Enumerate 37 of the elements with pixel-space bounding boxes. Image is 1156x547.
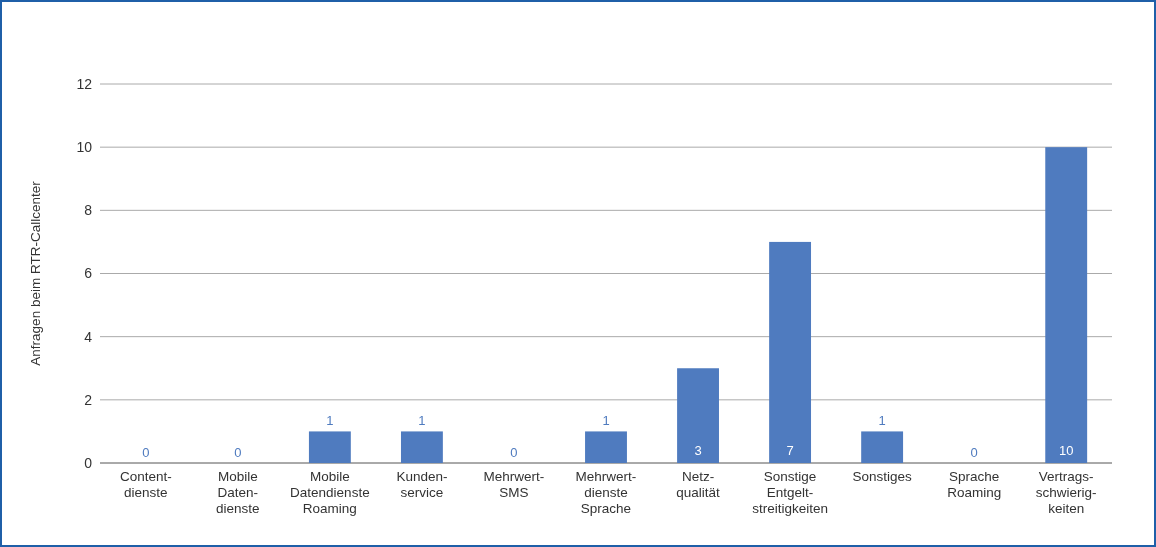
data-label: 0 — [142, 445, 150, 460]
y-tick-label: 4 — [84, 328, 93, 345]
y-tick-label: 10 — [76, 139, 93, 156]
x-tick-label: Content- dienste — [119, 469, 172, 500]
data-label: 7 — [786, 443, 794, 458]
bar — [400, 431, 443, 463]
data-label: 1 — [418, 413, 426, 429]
data-label: 10 — [1058, 443, 1074, 458]
x-tick-label: Sprache Roaming — [947, 469, 1002, 500]
bar — [677, 368, 719, 463]
x-tick-label: Mehrwert- dienste Sprache — [575, 469, 637, 516]
data-label: 0 — [970, 445, 978, 460]
bar — [861, 431, 904, 463]
y-tick-label: 0 — [84, 454, 93, 471]
data-label: 3 — [694, 443, 702, 458]
x-tick-label: Netz- qualität — [676, 469, 721, 500]
x-tick-label: Sonstiges — [852, 469, 913, 484]
data-label: 0 — [510, 445, 518, 460]
x-tick-label: Mobile Datendienste Roaming — [290, 469, 370, 516]
y-axis-title: Anfragen beim RTR-Callcenter — [28, 180, 43, 366]
x-tick-label: Vertrags- schwierig- keiten — [1035, 469, 1097, 516]
bar — [308, 431, 351, 463]
y-tick-label: 8 — [84, 202, 93, 219]
data-label: 1 — [326, 413, 334, 429]
x-tick-label: Mehrwert- SMS — [483, 469, 545, 500]
x-tick-label: Kunden- service — [396, 469, 448, 500]
y-tick-label: 12 — [76, 75, 93, 92]
data-label: 1 — [602, 413, 610, 429]
data-label: 0 — [234, 445, 242, 460]
x-tick-label: Mobile Daten- dienste — [216, 469, 260, 516]
x-tick-label: Sonstige Entgelt- streitigkeiten — [752, 469, 828, 516]
y-tick-label: 6 — [84, 265, 93, 282]
bar — [769, 241, 812, 463]
y-tick-label: 2 — [84, 391, 93, 408]
bar — [585, 431, 627, 463]
data-label: 1 — [878, 413, 886, 429]
bar — [1045, 147, 1088, 463]
